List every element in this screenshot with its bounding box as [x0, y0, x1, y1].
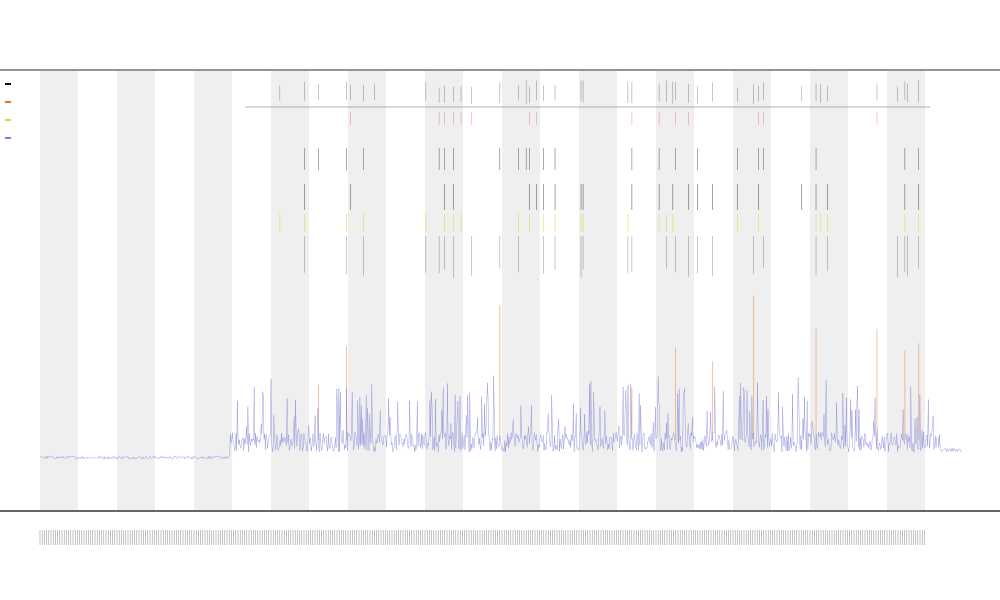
shaded-band — [194, 71, 232, 510]
x-tick-labels — [39, 530, 925, 545]
shaded-band — [40, 71, 78, 510]
shaded-band — [117, 71, 155, 510]
legend — [5, 83, 11, 139]
shaded-band — [579, 71, 617, 510]
legend-swatch — [5, 83, 11, 85]
shaded-band — [425, 71, 463, 510]
black-event-ticks — [279, 80, 919, 278]
shaded-bands — [40, 71, 925, 510]
legend-swatch — [5, 137, 11, 139]
shaded-band — [733, 71, 771, 510]
red-event-ticks — [350, 112, 878, 125]
blue-signal-trace — [39, 375, 962, 460]
legend-swatch — [5, 119, 11, 121]
yellow-event-ticks — [279, 214, 920, 232]
shaded-band — [502, 71, 540, 510]
legend-swatch — [5, 101, 11, 103]
